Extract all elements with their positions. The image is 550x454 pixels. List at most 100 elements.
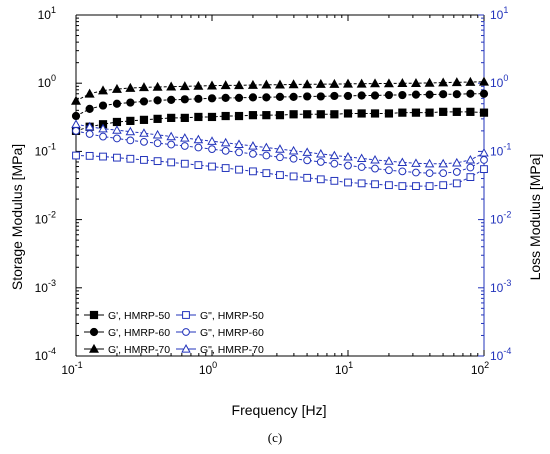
data-point: [139, 115, 149, 124]
data-point: [153, 96, 162, 105]
data-point: [397, 157, 408, 167]
data-point: [439, 107, 448, 116]
data-point: [153, 157, 162, 166]
data-point: [84, 121, 95, 131]
data-point: [235, 148, 243, 157]
data-point: [180, 142, 189, 150]
data-point: [193, 134, 204, 144]
data-point: [479, 108, 489, 117]
data-point: [425, 90, 434, 99]
legend-marker: [182, 311, 190, 319]
data-point: [303, 92, 312, 101]
data-point: [466, 89, 475, 98]
data-point: [425, 182, 434, 190]
series-layer: [71, 76, 489, 190]
data-point: [262, 111, 271, 120]
y-axis-ticks: 10-4 10-3 10-2 10-1 100 101: [35, 5, 82, 363]
data-point: [112, 99, 122, 108]
data-point: [112, 117, 122, 127]
data-point: [330, 91, 339, 101]
data-point: [247, 79, 258, 89]
data-point: [411, 90, 421, 99]
series-4: [72, 126, 488, 178]
data-point: [452, 157, 462, 167]
data-point: [126, 98, 135, 107]
data-point: [316, 110, 325, 119]
data-point: [276, 153, 284, 162]
data-point: [180, 95, 189, 104]
data-point: [138, 82, 149, 92]
data-point: [72, 126, 80, 135]
data-point: [84, 88, 95, 98]
data-point: [371, 164, 379, 173]
data-point: [152, 129, 163, 139]
data-point: [383, 78, 394, 88]
data-point: [72, 151, 80, 160]
data-point: [398, 167, 407, 176]
data-point: [248, 93, 258, 102]
legend-marker: [181, 344, 191, 353]
data-point: [356, 153, 367, 163]
data-point: [85, 130, 94, 138]
series-0: [71, 107, 489, 135]
data-point: [207, 112, 217, 122]
series-2: [71, 76, 489, 105]
data-point: [343, 151, 353, 161]
data-point: [275, 111, 285, 120]
data-point: [98, 101, 108, 110]
data-point: [112, 125, 122, 134]
data-point: [412, 182, 420, 190]
data-point: [438, 158, 448, 168]
data-point: [139, 128, 149, 137]
data-point: [208, 162, 216, 171]
data-point: [466, 173, 475, 181]
data-point: [479, 147, 489, 157]
data-point: [288, 79, 299, 89]
y2-axis-ticks: 10-4 10-3 10-2 10-1 100 101: [478, 5, 511, 363]
data-point: [85, 104, 94, 113]
data-point: [179, 81, 190, 91]
data-point: [276, 171, 284, 179]
data-point: [357, 91, 366, 100]
data-point: [140, 137, 148, 146]
data-point: [153, 139, 162, 148]
data-point: [289, 172, 298, 181]
data-point: [167, 140, 176, 149]
legend-label: G", HMRP-50: [200, 310, 264, 322]
data-point: [439, 169, 448, 178]
data-point: [466, 163, 475, 172]
data-point: [99, 132, 107, 141]
data-point: [98, 123, 108, 133]
series-3: [72, 151, 488, 190]
data-point: [152, 81, 163, 91]
data-point: [385, 166, 393, 175]
data-point: [315, 78, 326, 88]
data-point: [126, 136, 135, 145]
data-point: [207, 80, 217, 90]
data-point: [289, 92, 298, 101]
legend-marker: [89, 343, 99, 353]
data-point: [167, 95, 176, 104]
data-point: [357, 163, 366, 171]
x-axis-title: Frequency [Hz]: [232, 402, 327, 418]
legend-label: G", HMRP-70: [200, 344, 264, 356]
data-point: [220, 80, 231, 90]
data-point: [261, 142, 272, 152]
y2-tick-label: 10-1: [490, 141, 511, 158]
data-point: [411, 158, 421, 167]
legend-label: G', HMRP-60: [108, 327, 170, 339]
data-point: [302, 147, 312, 156]
data-point: [343, 109, 353, 118]
data-point: [330, 110, 339, 119]
legend: G', HMRP-50 G', HMRP-60 G', HMRP-70 G", HMR…: [84, 310, 264, 356]
data-point: [234, 139, 244, 148]
data-point: [166, 81, 177, 91]
data-point: [221, 146, 230, 155]
data-point: [344, 161, 352, 170]
data-point: [398, 90, 407, 100]
data-point: [465, 154, 476, 164]
data-point: [480, 156, 488, 164]
data-point: [329, 150, 340, 160]
data-point: [248, 141, 258, 150]
